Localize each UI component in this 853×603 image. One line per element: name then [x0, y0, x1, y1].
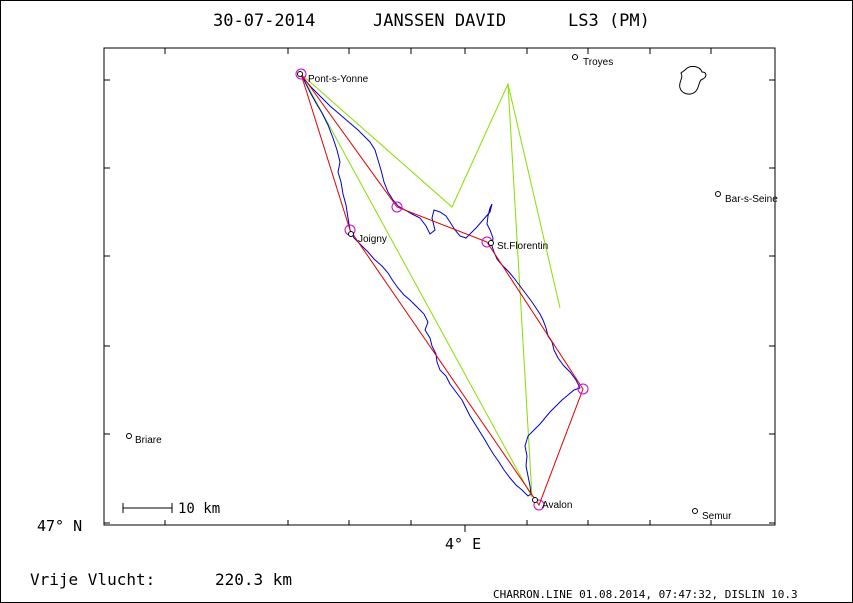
town-marker [297, 71, 303, 77]
town-label-pont-s-yonne: Pont-s-Yonne [308, 74, 369, 85]
town-label-briare: Briare [135, 435, 162, 446]
turnpoint-marker [577, 383, 589, 395]
free-flight-line-1 [300, 73, 561, 309]
task-legs [300, 73, 584, 507]
free-flight-line-2 [300, 73, 533, 498]
lon-axis-label: 4° E [445, 535, 481, 553]
town-marker [488, 240, 494, 246]
town-marker [572, 54, 578, 60]
software-info: CHARRON.LINE 01.08.2014, 07:47:32, DISLI… [493, 588, 798, 601]
free-flight-label: Vrije Vlucht: [30, 570, 155, 589]
town-label-st-florentin: St.Florentin [497, 241, 548, 252]
town-label-semur: Semur [702, 511, 732, 522]
town-marker [692, 508, 698, 514]
town-label-bar-s-seine: Bar-s-Seine [725, 194, 778, 205]
turnpoint-marker [533, 499, 545, 511]
lake-outline [679, 65, 707, 95]
turnpoint-marker [391, 201, 403, 213]
town-label-troyes: Troyes [583, 57, 613, 68]
town-label-avalon: Avalon [542, 500, 572, 511]
scale-label: 10 km [178, 501, 220, 517]
map-border [103, 47, 776, 526]
flight-date: 30-07-2014 [213, 11, 315, 31]
gps-track [300, 73, 581, 497]
glider-type: LS3 (PM) [568, 11, 650, 31]
lat-axis-label: 47° N [37, 517, 82, 535]
turnpoint-marker [295, 68, 307, 80]
town-marker [715, 191, 721, 197]
scale-bar [122, 503, 173, 513]
axis-ticks [103, 48, 776, 532]
free-flight-distance: 220.3 km [215, 570, 292, 589]
town-marker [532, 497, 538, 503]
pilot-name: JANSSEN DAVID [373, 11, 506, 31]
town-marker [348, 231, 354, 237]
town-marker [126, 433, 132, 439]
town-label-joigny: Joigny [358, 234, 387, 245]
